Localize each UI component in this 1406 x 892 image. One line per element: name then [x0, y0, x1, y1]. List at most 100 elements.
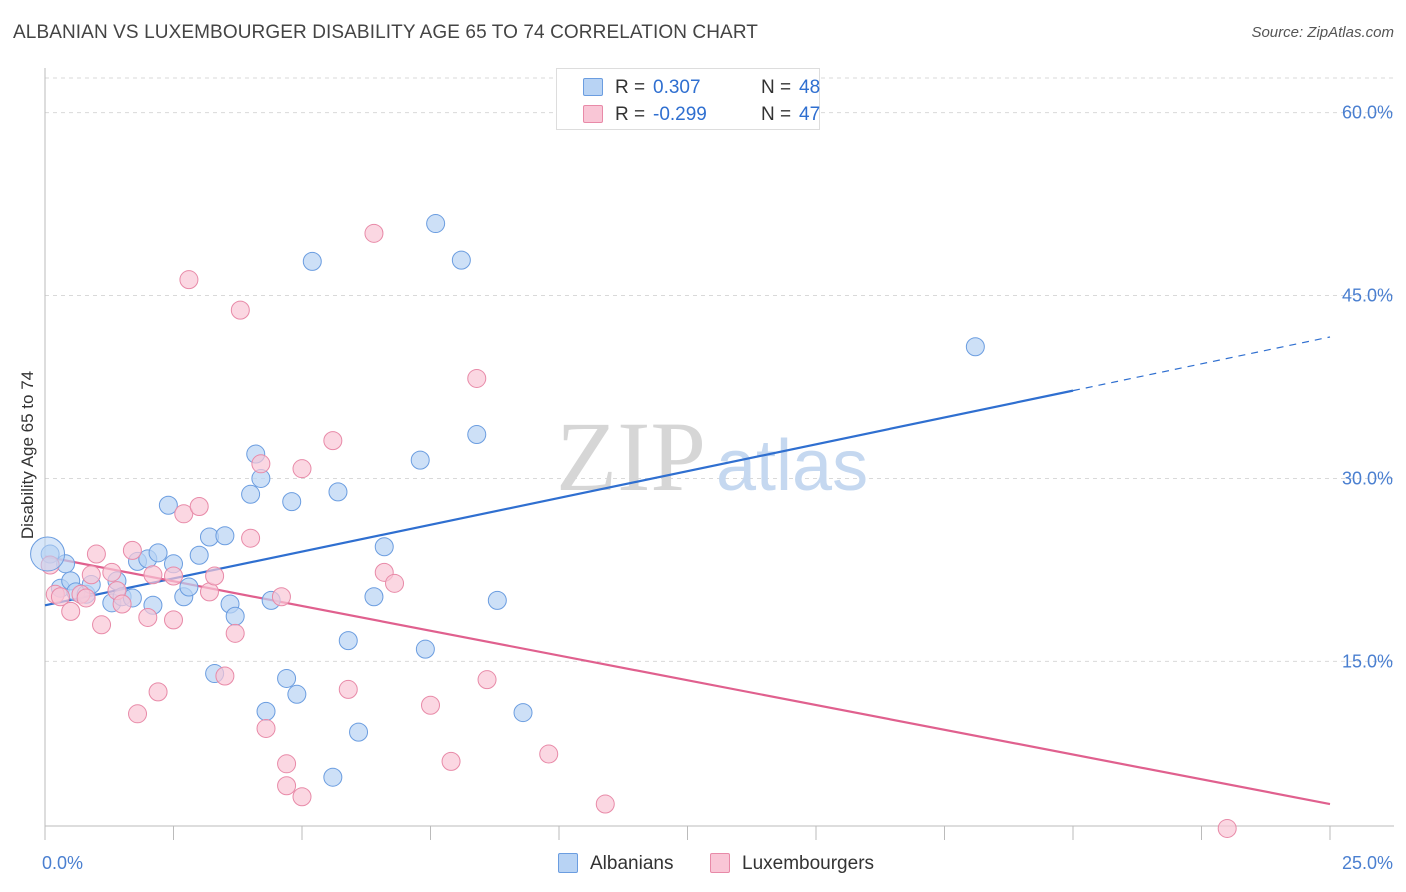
data-points [30, 214, 1237, 838]
point-luxembourgers [441, 751, 461, 771]
point-albanians [323, 767, 343, 787]
point-luxembourgers [251, 454, 271, 474]
point-albanians [148, 543, 168, 563]
point-luxembourgers [225, 623, 245, 643]
point-luxembourgers [256, 718, 276, 738]
point-albanians-cluster [30, 536, 66, 572]
point-albanians [349, 722, 369, 742]
bottom-legend-swatch-albanians [558, 853, 578, 873]
point-luxembourgers [364, 223, 384, 243]
point-albanians [158, 495, 178, 515]
point-luxembourgers [215, 666, 235, 686]
trendline-albanians-extension [1072, 336, 1331, 392]
point-luxembourgers [467, 368, 487, 388]
point-luxembourgers [148, 682, 168, 702]
legend-n-label: N = [761, 77, 792, 98]
point-albanians [189, 545, 209, 565]
point-albanians [287, 684, 307, 704]
point-albanians [415, 639, 435, 659]
point-albanians [179, 577, 199, 597]
point-luxembourgers [102, 562, 122, 582]
y-tick-label: 45.0% [1342, 286, 1393, 306]
legend-n-value: 47 [799, 104, 821, 125]
y-axis-label: Disability Age 65 to 74 [18, 371, 37, 539]
point-luxembourgers [86, 544, 106, 564]
point-luxembourgers [292, 787, 312, 807]
chart-source: Source: ZipAtlas.com [1251, 24, 1394, 41]
point-luxembourgers [92, 615, 112, 635]
trendline-luxembourgers [44, 555, 1331, 806]
point-albanians [241, 484, 261, 504]
x-tick-label: 0.0% [42, 853, 83, 873]
bottom-legend-swatch-luxembourgers [710, 853, 730, 873]
point-albanians [338, 631, 358, 651]
point-albanians [487, 590, 507, 610]
point-luxembourgers [61, 601, 81, 621]
chart-title: ALBANIAN VS LUXEMBOURGER DISABILITY AGE … [13, 22, 759, 43]
point-luxembourgers [128, 704, 148, 724]
point-albanians [328, 482, 348, 502]
point-albanians [282, 492, 302, 512]
point-albanians [426, 214, 446, 234]
point-albanians [364, 587, 384, 607]
point-luxembourgers [164, 566, 183, 586]
axes [44, 68, 1394, 840]
point-luxembourgers [179, 270, 199, 290]
bottom-legend-label-luxembourgers: Luxembourgers [742, 853, 875, 874]
grid-lines [45, 77, 1394, 662]
point-albanians [410, 450, 430, 470]
point-albanians [277, 668, 297, 688]
point-luxembourgers [241, 528, 261, 548]
point-albanians [374, 537, 394, 557]
x-tick-label: 25.0% [1342, 853, 1393, 873]
point-luxembourgers [477, 670, 497, 690]
y-tick-label: 15.0% [1342, 651, 1393, 671]
watermark-zip: ZIP [556, 401, 706, 512]
point-albanians [965, 337, 985, 357]
point-albanians [225, 606, 245, 626]
point-luxembourgers [539, 744, 559, 764]
tick-labels: 15.0% 30.0% 45.0% 60.0% 0.0% 25.0% [42, 103, 1393, 873]
legend-r-label: R = [615, 77, 646, 98]
point-luxembourgers [199, 582, 219, 602]
watermark: ZIP atlas [556, 401, 868, 512]
point-luxembourgers [143, 565, 163, 585]
point-albanians [451, 250, 471, 270]
legend-swatch-luxembourgers [583, 105, 603, 123]
point-albanians [256, 701, 276, 721]
point-luxembourgers [323, 431, 343, 451]
bottom-legend-label-albanians: Albanians [590, 853, 674, 874]
point-luxembourgers [277, 776, 297, 796]
point-albanians [513, 703, 533, 723]
point-luxembourgers [1217, 818, 1237, 838]
point-albanians [467, 425, 487, 445]
point-luxembourgers [271, 587, 291, 607]
y-tick-label: 60.0% [1342, 103, 1393, 123]
legend-n-label: N = [761, 104, 792, 125]
stats-legend: R = 0.307 N = 48 R = -0.299 N = 47 [556, 68, 820, 130]
point-luxembourgers [174, 504, 194, 524]
point-albanians [215, 526, 235, 546]
legend-r-label: R = [615, 104, 646, 125]
y-tick-label: 30.0% [1342, 468, 1393, 488]
legend-swatch-albanians [583, 78, 603, 96]
point-luxembourgers [277, 754, 297, 774]
point-luxembourgers [230, 300, 250, 320]
point-luxembourgers [122, 540, 142, 560]
legend-r-value: -0.299 [653, 104, 707, 125]
point-luxembourgers [189, 496, 209, 516]
point-luxembourgers [138, 607, 158, 627]
point-luxembourgers [81, 565, 101, 585]
point-luxembourgers [112, 594, 132, 614]
point-luxembourgers [76, 588, 96, 608]
point-luxembourgers [421, 695, 440, 715]
legend-r-value: 0.307 [653, 77, 701, 98]
point-luxembourgers [338, 679, 358, 699]
point-luxembourgers [385, 573, 405, 593]
point-luxembourgers [164, 610, 183, 630]
legend-n-value: 48 [799, 77, 821, 98]
point-luxembourgers [292, 459, 312, 479]
point-albanians [302, 251, 322, 271]
point-luxembourgers [595, 794, 615, 814]
